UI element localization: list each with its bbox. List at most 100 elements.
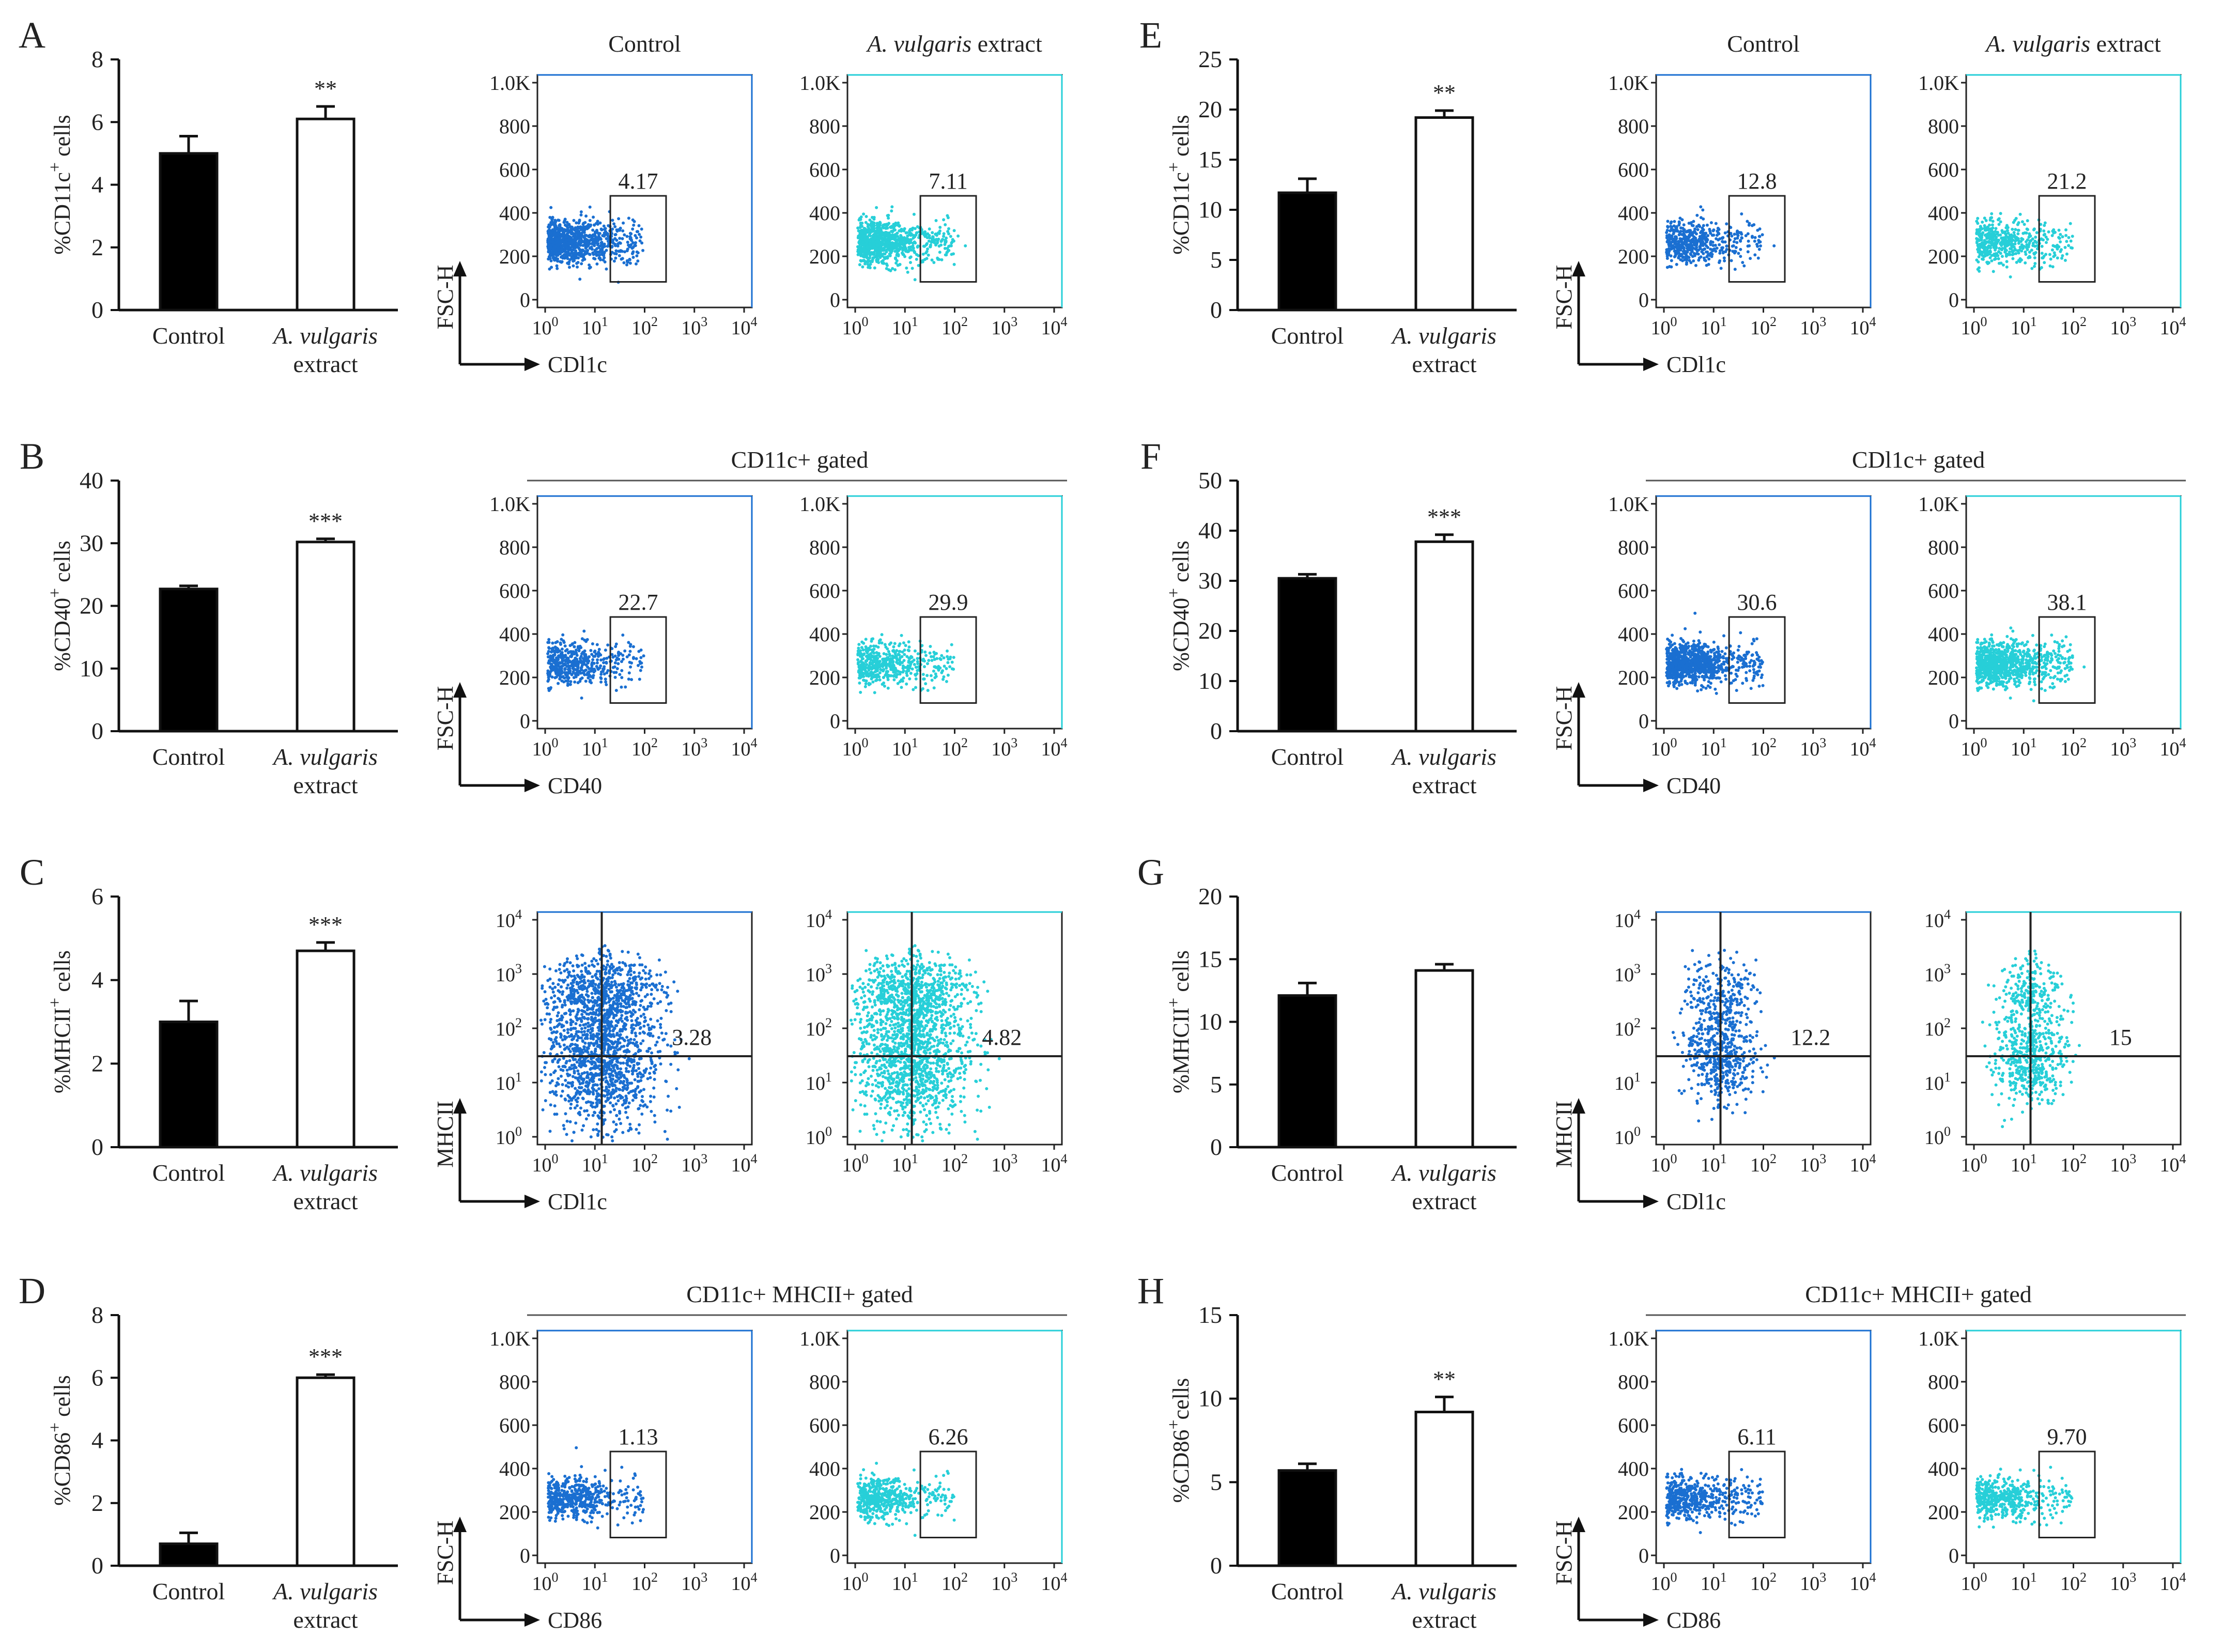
flow-dot bbox=[563, 644, 567, 648]
flow-dot bbox=[905, 670, 908, 673]
flow-dot bbox=[613, 1108, 616, 1111]
flow-x-tick-label: 101 bbox=[892, 314, 918, 339]
flow-dot bbox=[640, 999, 644, 1002]
flow-dot bbox=[603, 999, 606, 1003]
flow-dot bbox=[639, 669, 642, 672]
flow-dot bbox=[589, 1135, 593, 1139]
flow-dot bbox=[627, 217, 630, 220]
flow-x-tick-label: 103 bbox=[681, 1151, 707, 1176]
flow-dot bbox=[870, 237, 873, 240]
flow-dot bbox=[621, 1103, 624, 1107]
flow-dot bbox=[568, 644, 572, 647]
flow-dot bbox=[565, 221, 569, 224]
flow-x-tick-exponent: 1 bbox=[601, 735, 608, 750]
flow-dot bbox=[637, 1062, 641, 1066]
flow-dot bbox=[947, 657, 950, 661]
flow-dot bbox=[856, 236, 860, 240]
flow-dot bbox=[884, 227, 888, 230]
flow-dot bbox=[936, 257, 940, 261]
flow-dot bbox=[586, 1029, 590, 1033]
flow-dot bbox=[575, 221, 578, 225]
flow-dot bbox=[905, 655, 909, 658]
panel-letter-C: C bbox=[20, 852, 44, 893]
flow-dot bbox=[930, 258, 934, 262]
flow-dot bbox=[570, 1000, 574, 1003]
flow-dot bbox=[641, 1030, 645, 1034]
flow-dot bbox=[571, 239, 575, 242]
flow-dot bbox=[548, 1021, 552, 1024]
flow-dot bbox=[588, 1024, 592, 1027]
flow-dot bbox=[859, 218, 862, 221]
bar-y-tick-label: 4 bbox=[91, 967, 103, 993]
flow-dot bbox=[635, 236, 638, 240]
flow-dot bbox=[891, 649, 894, 653]
flow-dot bbox=[640, 982, 643, 986]
flow-dot bbox=[649, 1076, 652, 1079]
flow-dot bbox=[605, 683, 608, 686]
flow-dot bbox=[550, 218, 554, 221]
flow-dot bbox=[924, 654, 928, 657]
flow-dot bbox=[624, 685, 627, 689]
bar-y-tick-label: 4 bbox=[91, 172, 103, 198]
flow-dot bbox=[871, 671, 875, 675]
flow-dot bbox=[596, 996, 600, 1000]
flow-x-tick-exponent: 0 bbox=[862, 735, 869, 750]
flow-dot bbox=[580, 652, 583, 656]
flow-dot bbox=[581, 1002, 584, 1006]
flow-dot bbox=[860, 221, 864, 225]
flow-dot bbox=[626, 950, 630, 954]
flow-dot bbox=[607, 1083, 610, 1086]
flow-dot bbox=[599, 677, 603, 681]
flow-dot bbox=[641, 1100, 645, 1103]
flow-dot bbox=[880, 633, 884, 637]
flow-dot bbox=[913, 662, 916, 666]
flow-dot bbox=[893, 670, 897, 673]
flow-dot bbox=[543, 965, 546, 968]
flow-x-tick-label: 102 bbox=[631, 314, 658, 339]
bar-y-tick-label: 20 bbox=[80, 593, 103, 619]
gate-percentage: 4.17 bbox=[619, 168, 658, 194]
flow-dot bbox=[613, 980, 616, 983]
bar-y-axis-label: %CD11c+ cells bbox=[45, 115, 75, 255]
flow-y-tick-label: 400 bbox=[809, 623, 840, 646]
flow-x-tick-exponent: 1 bbox=[912, 1151, 918, 1166]
flow-dot bbox=[560, 1094, 563, 1098]
flow-dot bbox=[631, 1099, 635, 1102]
flow-dot bbox=[565, 656, 568, 660]
flow-dot bbox=[628, 650, 632, 653]
flow-dot bbox=[616, 652, 620, 655]
flow-dot bbox=[609, 956, 612, 960]
flow-dot bbox=[926, 662, 929, 666]
flow-dot bbox=[952, 263, 956, 266]
flow-dot bbox=[622, 1061, 625, 1065]
panel-letter-A: A bbox=[19, 14, 45, 56]
flow-dot bbox=[555, 1113, 559, 1116]
flow-dot bbox=[641, 1095, 644, 1098]
flow-dot bbox=[907, 645, 911, 649]
flow-dot bbox=[626, 1063, 629, 1067]
flow-dot bbox=[909, 255, 913, 259]
flow-dot bbox=[617, 983, 621, 986]
flow-dot bbox=[591, 1101, 595, 1105]
flow-dot bbox=[558, 978, 561, 982]
flow-dot bbox=[595, 1019, 598, 1023]
flow-dot bbox=[614, 1128, 618, 1132]
flow-dot bbox=[553, 1057, 557, 1061]
flow-dot bbox=[580, 1036, 583, 1040]
flow-dot bbox=[861, 259, 865, 263]
flow-dot bbox=[597, 1115, 600, 1118]
flow-dot bbox=[603, 993, 606, 997]
flow-dot bbox=[875, 986, 879, 990]
flow-dot bbox=[669, 1062, 673, 1066]
flow-x-tick-exponent: 0 bbox=[552, 314, 559, 329]
flow-dot bbox=[602, 224, 606, 228]
flow-dot bbox=[871, 660, 875, 663]
flow-dot bbox=[555, 649, 559, 652]
flow-dot bbox=[549, 1017, 553, 1021]
flow-dot bbox=[632, 1002, 636, 1006]
flow-y-tick-label: 400 bbox=[499, 202, 530, 225]
flow-dot bbox=[566, 227, 569, 231]
flow-dot bbox=[608, 1029, 612, 1032]
flow-dot bbox=[562, 1124, 565, 1127]
flow-dot bbox=[582, 1010, 585, 1013]
